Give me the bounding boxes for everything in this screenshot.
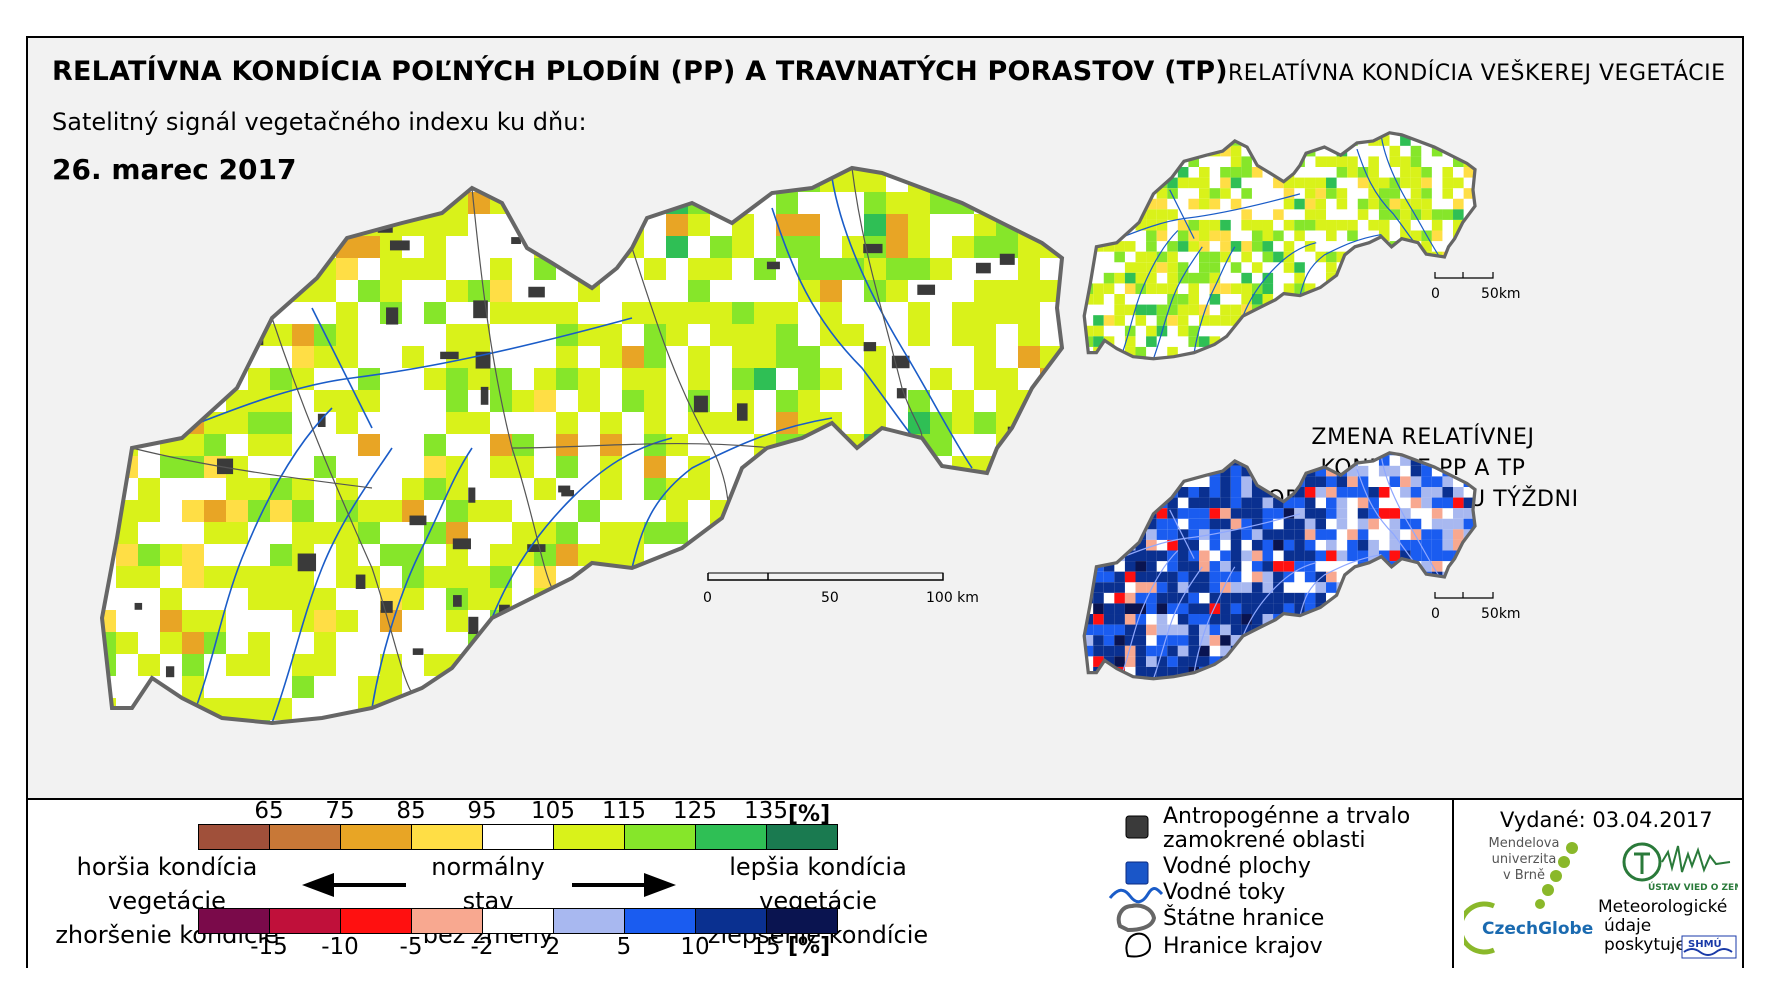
uvgz-text: ÚSTAV VIED O ZEMI bbox=[1648, 881, 1738, 893]
condition-swatch-5 bbox=[553, 824, 625, 850]
change-map bbox=[1082, 451, 1477, 681]
mendel-dots-icon bbox=[1535, 842, 1578, 909]
main-condition-map bbox=[100, 166, 1064, 725]
condition-tick: 65 bbox=[254, 798, 284, 824]
condition-tick: 85 bbox=[396, 798, 426, 824]
issued-date: Vydané: 03.04.2017 bbox=[1500, 808, 1713, 832]
main-scale-bar: 0 50 100 km bbox=[703, 572, 979, 606]
rivers bbox=[131, 177, 973, 723]
condition-color-scale bbox=[198, 824, 838, 850]
condition-swatch-6 bbox=[624, 824, 696, 850]
main-scale-100: 100 km bbox=[926, 590, 979, 606]
main-scale-0: 0 bbox=[703, 590, 712, 606]
region-border-icon bbox=[1125, 932, 1152, 958]
state-border-icon bbox=[1116, 903, 1157, 933]
change-swatch-0 bbox=[198, 908, 270, 934]
change-tick: -15 bbox=[250, 934, 288, 960]
shmu-text: SHMÚ bbox=[1688, 937, 1722, 950]
legend-panel: 65 75 85 95 105 115 125 135 [%] horšia kondícia… bbox=[28, 798, 1742, 968]
change-tick: 2 bbox=[545, 934, 561, 960]
meteo-line-3: poskytuje: bbox=[1604, 935, 1692, 955]
water-body-icon bbox=[1125, 861, 1149, 885]
change-tick: -5 bbox=[399, 934, 423, 960]
change-swatch-8 bbox=[766, 908, 838, 934]
mendel-line-1: Mendelova bbox=[1488, 836, 1560, 851]
change-swatch-5 bbox=[553, 908, 625, 934]
small-scale-bar-2: 0 50km bbox=[1431, 592, 1521, 622]
region-borders bbox=[131, 168, 923, 694]
map-frame: RELATÍVNA KONDÍCIA POĽNÝCH PLODÍN (PP) A… bbox=[26, 36, 1744, 968]
mendel-logo: Mendelova univerzita v Brně bbox=[1484, 836, 1564, 884]
change-swatch-1 bbox=[269, 908, 341, 934]
subtitle: Satelitný signál vegetačného indexu ku d… bbox=[52, 108, 587, 136]
change-unit: [%] bbox=[788, 934, 831, 959]
antropogenic-label-2: zamokrené oblasti bbox=[1163, 828, 1366, 853]
condition-tick: 125 bbox=[673, 798, 717, 824]
condition-swatch-4 bbox=[482, 824, 554, 850]
change-swatch-3 bbox=[411, 908, 483, 934]
change-swatch-7 bbox=[695, 908, 767, 934]
czechglobe-logo: CzechGlobe bbox=[1464, 901, 1593, 955]
czechglobe-text: CzechGlobe bbox=[1482, 919, 1593, 939]
condition-swatch-8 bbox=[766, 824, 838, 850]
meteo-line-1: Meteorologické bbox=[1598, 897, 1728, 917]
meteo-line-2: údaje bbox=[1604, 916, 1652, 936]
river-icon bbox=[1108, 887, 1164, 904]
left-arrow-icon bbox=[302, 873, 406, 897]
normal-label: normálny stav bez zmeny bbox=[408, 850, 568, 952]
change-tick: -10 bbox=[321, 934, 359, 960]
right-map-title: RELATÍVNA KONDÍCIA VEŠKEREJ VEGETÁCIE bbox=[1228, 61, 1726, 86]
change-swatch-2 bbox=[340, 908, 412, 934]
meteo-text: Meteorologické údaje poskytuje: bbox=[1598, 898, 1727, 955]
condition-tick: 105 bbox=[531, 798, 575, 824]
condition-swatch-7 bbox=[695, 824, 767, 850]
small2-scale-0: 0 bbox=[1431, 606, 1440, 622]
change-tick: 10 bbox=[680, 934, 710, 960]
main-title: RELATÍVNA KONDÍCIA POĽNÝCH PLODÍN (PP) A… bbox=[52, 56, 1228, 87]
antropogenic-label-1: Antropogénne a trvalo bbox=[1163, 804, 1411, 829]
condition-tick: 115 bbox=[602, 798, 646, 824]
condition-tick: 135 bbox=[744, 798, 788, 824]
condition-swatch-1 bbox=[269, 824, 341, 850]
map-panel: RELATÍVNA KONDÍCIA POĽNÝCH PLODÍN (PP) A… bbox=[28, 38, 1742, 796]
uvgz-logo: ÚSTAV VIED O ZEMI bbox=[1622, 842, 1738, 893]
water-bodies-label: Vodné plochy bbox=[1163, 854, 1311, 879]
antropogenic-area-icon bbox=[1125, 815, 1149, 839]
change-swatch-6 bbox=[624, 908, 696, 934]
small1-scale-0: 0 bbox=[1431, 286, 1440, 302]
condition-swatch-0 bbox=[198, 824, 270, 850]
region-border-label: Hranice krajov bbox=[1163, 934, 1323, 959]
condition-tick: 75 bbox=[325, 798, 355, 824]
better-label-1: lepšia kondícia vegetácie bbox=[729, 853, 907, 915]
change-swatch-4 bbox=[482, 908, 554, 934]
rivers-label: Vodné toky bbox=[1163, 880, 1286, 905]
mendel-line-3: v Brně bbox=[1502, 868, 1546, 883]
condition-tick: 95 bbox=[467, 798, 497, 824]
condition-swatch-3 bbox=[411, 824, 483, 850]
main-scale-50: 50 bbox=[821, 590, 839, 606]
right-arrow-icon bbox=[572, 873, 676, 897]
change-tick: -2 bbox=[470, 934, 494, 960]
change-color-scale bbox=[198, 908, 838, 934]
legend-divider bbox=[1452, 800, 1454, 968]
worse-label: horšia kondícia vegetácie zhoršenie kond… bbox=[32, 850, 302, 952]
change-tick: 5 bbox=[616, 934, 632, 960]
report-date: 26. marec 2017 bbox=[52, 153, 297, 186]
all-vegetation-map bbox=[1082, 131, 1477, 361]
change-tick: 15 bbox=[751, 934, 781, 960]
state-border-label: Štátne hranice bbox=[1163, 906, 1325, 931]
small1-scale-50: 50km bbox=[1481, 286, 1521, 302]
shmu-logo: SHMÚ bbox=[1681, 935, 1737, 959]
condition-swatch-2 bbox=[340, 824, 412, 850]
mendel-line-2: univerzita bbox=[1491, 852, 1557, 867]
small-scale-bar-1: 0 50km bbox=[1431, 272, 1521, 302]
condition-unit: [%] bbox=[788, 802, 831, 827]
small2-scale-50: 50km bbox=[1481, 606, 1521, 622]
